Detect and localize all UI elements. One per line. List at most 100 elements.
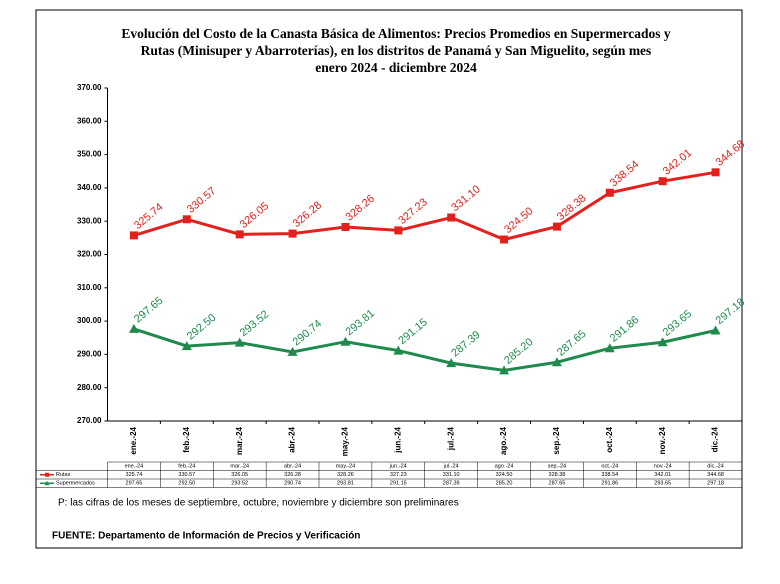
y-tick-label: 320.00 xyxy=(77,250,102,259)
table-cell: 330.57 xyxy=(178,472,195,478)
data-label: 342.01 xyxy=(661,147,694,178)
table-cell: 285.20 xyxy=(496,481,513,487)
table-cell: 331.10 xyxy=(443,472,460,478)
table-cell: 292.50 xyxy=(178,481,195,487)
y-tick-label: 330.00 xyxy=(77,216,102,225)
table-header: jun.-24 xyxy=(389,464,407,470)
point xyxy=(605,188,614,197)
x-tick-label: sep.-24 xyxy=(552,426,561,454)
data-label: 292.50 xyxy=(185,312,218,343)
data-label: 293.81 xyxy=(344,307,377,338)
data-label: 290.74 xyxy=(291,318,324,349)
legend-label: Rutas xyxy=(56,472,71,478)
table-header: feb.-24 xyxy=(178,464,195,470)
table-header: sep.-24 xyxy=(548,464,566,470)
table-cell: 328.26 xyxy=(337,472,354,478)
x-tick-label: oct.-24 xyxy=(605,426,614,452)
table-cell: 327.23 xyxy=(390,472,407,478)
point xyxy=(500,235,509,244)
table-cell: 344.68 xyxy=(707,472,724,478)
point xyxy=(341,222,350,231)
point xyxy=(657,337,668,347)
table-header: abr.-24 xyxy=(284,464,301,470)
x-tick-label: may.-24 xyxy=(341,426,350,456)
x-tick-label: ago.-24 xyxy=(499,426,508,455)
x-tick-label: nov.-24 xyxy=(658,426,667,454)
y-tick-label: 310.00 xyxy=(77,283,102,292)
table-header: mar.-24 xyxy=(230,464,249,470)
point xyxy=(181,341,192,351)
x-tick-label: jul.-24 xyxy=(446,426,455,451)
table-cell: 342.01 xyxy=(654,472,671,478)
point xyxy=(447,213,456,222)
y-tick-label: 300.00 xyxy=(77,316,102,325)
table-cell: 338.54 xyxy=(601,472,618,478)
table-cell: 293.52 xyxy=(231,481,248,487)
table-cell: 287.39 xyxy=(443,481,460,487)
x-tick-label: dic.-24 xyxy=(711,426,720,452)
table-cell: 291.15 xyxy=(390,481,407,487)
point xyxy=(287,346,298,356)
table-header: may.-24 xyxy=(336,464,355,470)
point xyxy=(499,365,510,375)
data-label: 330.57 xyxy=(185,185,218,216)
data-label: 326.28 xyxy=(291,199,324,230)
data-label: 328.26 xyxy=(344,193,377,224)
x-tick-label: abr.-24 xyxy=(288,426,297,452)
note: P: las cifras de los meses de septiembre… xyxy=(58,498,459,509)
table-cell: 291.86 xyxy=(601,481,618,487)
chart-title: Evolución del Costo de la Canasta Básica… xyxy=(121,26,671,41)
data-label: 291.86 xyxy=(608,314,641,345)
table-cell: 290.74 xyxy=(284,481,301,487)
point xyxy=(551,357,562,367)
table-cell: 326.05 xyxy=(231,472,248,478)
frame xyxy=(35,9,743,549)
point xyxy=(711,168,720,177)
y-tick-label: 290.00 xyxy=(77,350,102,359)
data-label: 297.65 xyxy=(132,295,165,326)
x-tick-label: feb.-24 xyxy=(182,426,191,452)
point xyxy=(235,230,244,239)
table-header: ago.-24 xyxy=(495,464,514,470)
data-label: 287.39 xyxy=(449,329,482,360)
data-label: 331.10 xyxy=(449,183,482,214)
y-tick-label: 340.00 xyxy=(77,183,102,192)
x-tick-label: ene.-24 xyxy=(129,426,138,454)
table-cell: 297.65 xyxy=(126,481,143,487)
y-tick-label: 360.00 xyxy=(77,116,102,125)
point xyxy=(340,336,351,346)
x-tick-label: mar.-24 xyxy=(235,426,244,455)
data-label: 327.23 xyxy=(396,196,429,227)
table-header: jul.-24 xyxy=(443,464,459,470)
legend-marker xyxy=(44,480,50,486)
point xyxy=(394,226,403,235)
table-cell: 324.50 xyxy=(496,472,513,478)
legend-label: Supermercados xyxy=(56,481,95,487)
data-label: 326.05 xyxy=(238,200,271,231)
table-header: ene.-24 xyxy=(125,464,144,470)
x-tick-label: jun.-24 xyxy=(393,426,402,453)
point xyxy=(288,229,297,238)
data-label: 291.15 xyxy=(396,316,429,347)
table-header: dic.-24 xyxy=(707,464,724,470)
y-tick-label: 370.00 xyxy=(77,83,102,92)
y-tick-label: 270.00 xyxy=(77,416,102,425)
table-cell: 325.74 xyxy=(126,472,143,478)
point xyxy=(658,177,667,186)
table-header: nov.-24 xyxy=(654,464,672,470)
point xyxy=(182,215,191,224)
point xyxy=(128,323,139,333)
point xyxy=(552,222,561,231)
chart-title: enero 2024 - diciembre 2024 xyxy=(315,60,477,75)
data-label: 324.50 xyxy=(502,205,535,236)
y-tick-label: 350.00 xyxy=(77,150,102,159)
data-label: 293.65 xyxy=(661,308,694,339)
table-cell: 293.65 xyxy=(654,481,671,487)
table-cell: 293.81 xyxy=(337,481,354,487)
table-cell: 287.65 xyxy=(549,481,566,487)
table-cell: 328.38 xyxy=(549,472,566,478)
point xyxy=(393,345,404,355)
chart-title: Rutas (Minisuper y Abarroterías), en los… xyxy=(141,43,652,58)
y-tick-label: 280.00 xyxy=(77,383,102,392)
